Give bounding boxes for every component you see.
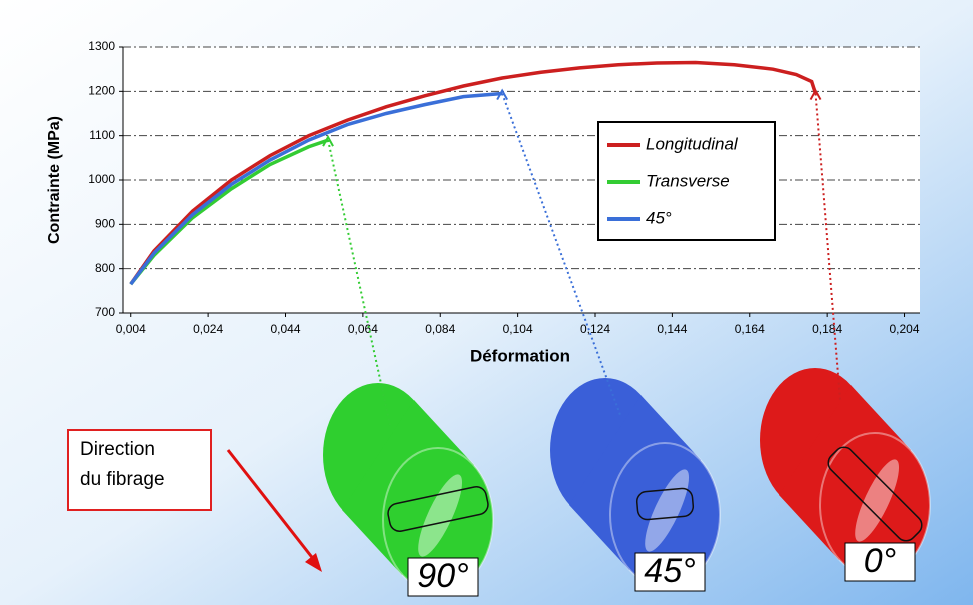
cylinder-shine (855, 459, 900, 542)
x-tick-label: 0,064 (348, 322, 378, 336)
x-axis-label: Déformation (470, 346, 570, 365)
x-tick-label: 0,104 (503, 322, 533, 336)
direction-arrowhead (305, 553, 322, 572)
end-marker (322, 135, 334, 147)
direction-text: Direction (80, 439, 155, 460)
x-tick-label: 0,024 (193, 322, 223, 336)
y-tick-label: 1100 (89, 128, 115, 142)
cylinder-shine (645, 469, 690, 552)
y-tick-label: 1000 (88, 172, 115, 186)
y-tick-label: 700 (95, 305, 115, 319)
x-tick-label: 0,204 (890, 322, 920, 336)
x-tick-label: 0,084 (425, 322, 455, 336)
leader-line (814, 93, 841, 401)
y-tick-label: 800 (95, 261, 115, 275)
leader-line (327, 139, 391, 426)
y-tick-label: 1300 (88, 39, 115, 53)
series-line (129, 91, 503, 286)
angle-box (407, 557, 479, 597)
angle-box (844, 542, 916, 582)
cylinder-shine (418, 474, 463, 557)
y-axis-label: Contrainte (MPa) (46, 116, 63, 244)
x-tick-label: 0,144 (657, 322, 687, 336)
x-tick-label: 0,044 (270, 322, 300, 336)
x-tick-label: 0,004 (116, 322, 146, 336)
x-tick-label: 0,124 (580, 322, 610, 336)
angle-label: 0° (864, 542, 897, 580)
angle-label: 90° (417, 557, 468, 595)
direction-arrow (226, 449, 320, 566)
y-tick-label: 900 (95, 217, 115, 231)
legend-label: Transverse (646, 171, 730, 190)
legend-label: 45° (646, 208, 672, 227)
x-tick-label: 0,184 (812, 322, 842, 336)
direction-text: du fibrage (80, 469, 165, 490)
series-line (129, 60, 818, 286)
angle-label: 45° (644, 552, 695, 590)
fiber-bundle (387, 486, 489, 532)
angle-box (634, 552, 706, 592)
legend-label: Longitudinal (646, 134, 739, 153)
y-tick-label: 1200 (88, 84, 115, 98)
fiber-bundle (635, 487, 695, 521)
end-marker (496, 88, 509, 101)
x-tick-label: 0,164 (735, 322, 765, 336)
direction-box (67, 429, 212, 511)
fiber-bundle (827, 446, 923, 542)
leader-line (501, 93, 621, 416)
end-marker (809, 88, 822, 101)
cylinders: 90° 45° 0° (323, 368, 931, 597)
